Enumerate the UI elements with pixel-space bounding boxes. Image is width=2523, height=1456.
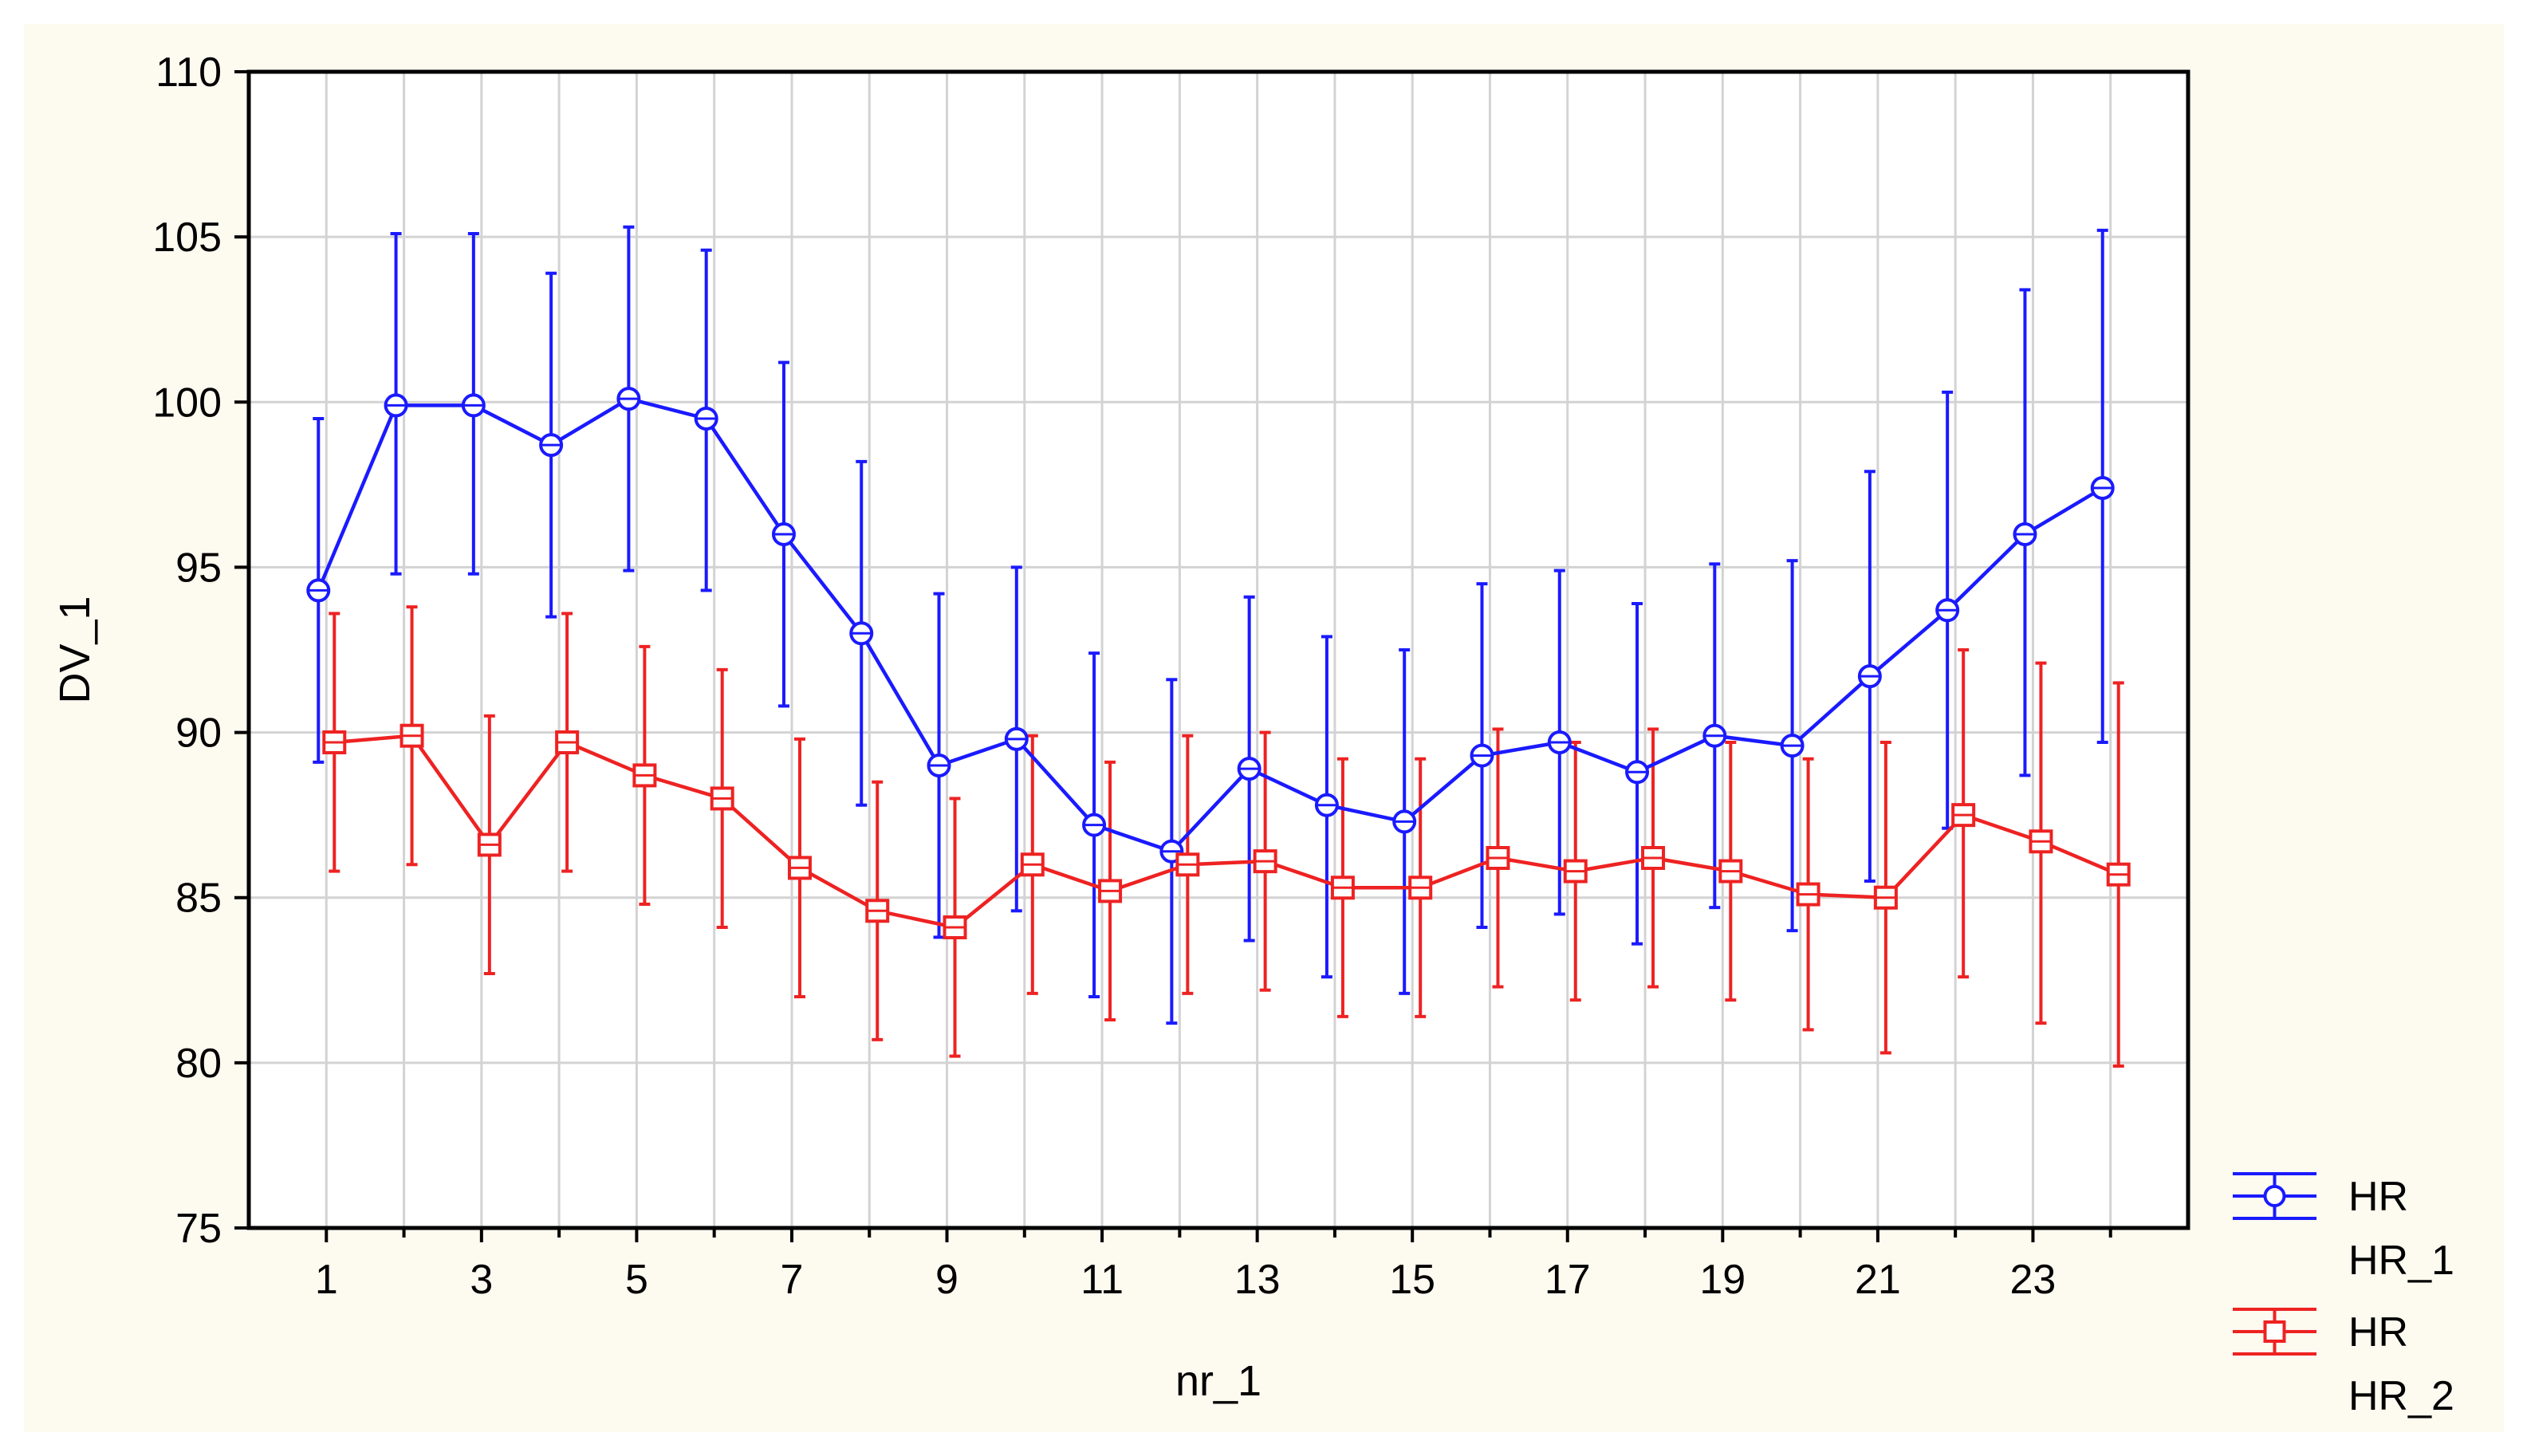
y-tick-label: 85 [175,876,222,922]
x-tick-label: 21 [1855,1257,1901,1303]
plot-frame [246,69,2190,1230]
series-lines [317,396,2120,930]
x-tick-label: 17 [1545,1257,1591,1303]
x-tick-label: 13 [1234,1257,1281,1303]
series-1-line [317,396,2104,853]
legend-series-2-label: HR [2348,1309,2408,1356]
legend-series-1-marker [2263,1185,2286,1207]
y-tick-label: 105 [152,214,222,261]
y-axis-title: DV_1 [51,596,99,703]
legend-series-2-marker [2263,1320,2286,1343]
x-tick-label: 19 [1699,1257,1746,1303]
y-tick-label: 90 [175,710,222,757]
plot-area [249,72,2188,1228]
x-tick-label: 3 [470,1257,493,1303]
legend: HR HR_1 HR HR_2 [2233,1172,2454,1419]
legend-series-1-label: HR [2348,1174,2408,1220]
x-axis-title: nr_1 [1175,1357,1262,1405]
x-tick-label: 15 [1389,1257,1435,1303]
legend-series-1-label: HR_1 [2348,1238,2454,1284]
y-tick-label: 100 [152,380,222,426]
x-tick-label: 11 [1080,1257,1124,1303]
x-tick-label: 9 [935,1257,958,1303]
x-tick-label: 7 [780,1257,803,1303]
x-tick-label: 5 [625,1257,648,1303]
y-tick-label: 75 [175,1206,222,1252]
legend-series-2-label: HR_2 [2348,1373,2454,1419]
series-2-line [334,734,2120,930]
y-tick-label: 110 [155,49,222,96]
x-tick-label: 23 [2010,1257,2057,1303]
x-tick-label: 1 [315,1257,338,1303]
y-tick-label: 95 [175,545,222,591]
y-tick-label: 80 [175,1041,222,1087]
data-markers [306,387,2131,939]
